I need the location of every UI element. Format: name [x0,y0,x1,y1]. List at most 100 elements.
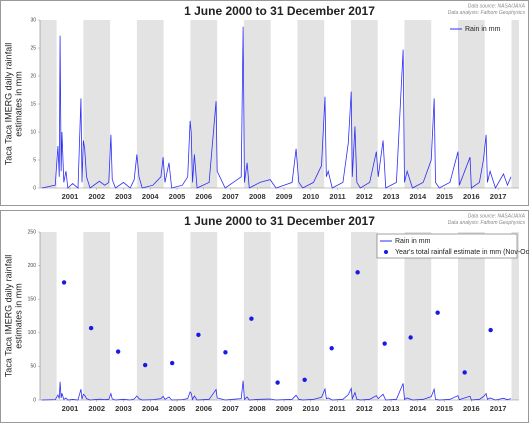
x-tick-label: 2017 [490,192,507,201]
x-tick-label: 2012 [356,404,373,413]
y-tick-label: 50 [30,364,36,370]
x-tick-label: 2012 [356,192,373,201]
x-tick-label: 2002 [88,192,105,201]
total-point [302,377,307,383]
chart-title: 1 June 2000 to 31 December 2017 [184,214,375,228]
year-band [350,20,378,188]
total-point [435,310,440,315]
year-band [457,232,485,400]
legend-label: Rain in mm [465,26,501,33]
year-band [40,232,57,400]
y-tick-label: 100 [28,330,37,336]
year-band [190,232,218,400]
x-tick-label: 2001 [62,404,79,413]
x-tick-label: 2015 [436,192,453,201]
year-band [136,232,164,400]
total-point [329,346,334,351]
legend-frame [376,233,518,259]
x-tick-label: 2015 [436,404,453,413]
y-tick-label: 0 [33,397,36,403]
total-point [142,362,148,368]
x-tick-label: 2016 [463,192,480,201]
rain-line [41,380,512,401]
y-axis-label: estimates in mm [13,283,23,349]
y-tick-label: 25 [30,45,36,51]
year-band [40,20,57,188]
analysis-note: Data analysis: Fathom Geophysics [448,220,526,226]
x-tick-label: 2011 [329,192,345,201]
x-tick-label: 2005 [169,404,186,413]
total-point [275,380,280,385]
y-tick-label: 0 [33,185,36,191]
total-point [223,350,228,355]
source-note: Data source: NASA/JAXA [468,213,526,219]
total-point [408,335,413,340]
x-tick-label: 2003 [115,404,132,413]
total-point [115,349,121,354]
x-tick-label: 2001 [62,192,79,201]
x-tick-label: 2010 [302,192,319,201]
x-tick-label: 2017 [490,404,507,413]
x-tick-label: 2006 [195,192,212,201]
x-tick-label: 2007 [222,404,239,413]
x-tick-label: 2014 [410,192,428,201]
year-band [297,232,325,400]
y-tick-label: 150 [28,297,37,303]
total-point [355,270,360,275]
year-band [457,20,485,188]
year-band [136,20,164,188]
year-band [297,20,325,188]
total-point [382,341,387,346]
year-band [404,20,432,188]
year-band [511,20,519,188]
x-tick-label: 2007 [222,192,239,201]
x-tick-label: 2002 [88,404,105,413]
y-axis-label: estimates in mm [13,71,23,137]
total-point [488,327,493,333]
x-tick-label: 2003 [115,192,132,201]
legend-label: Rain in mm [395,238,431,245]
y-tick-label: 10 [30,129,36,135]
analysis-note: Data analysis: Fathom Geophysics [448,10,526,16]
y-tick-label: 20 [30,73,36,79]
y-tick-label: 200 [28,263,37,269]
x-tick-label: 2013 [383,192,400,201]
y-tick-label: 30 [30,17,36,23]
year-band [350,232,378,400]
year-band [83,232,111,400]
total-point [61,280,67,285]
x-tick-label: 2008 [249,192,266,201]
x-tick-label: 2011 [329,404,345,413]
y-axis-label: Taca Taca IMERG daily rainfall [3,43,13,165]
chart-title: 1 June 2000 to 31 December 2017 [184,4,375,18]
year-band [243,20,271,188]
legend-label: Year's total rainfall estimate in mm (No… [395,249,529,256]
x-tick-label: 2016 [463,404,480,413]
y-tick-label: 250 [28,229,37,235]
x-tick-label: 2006 [195,404,212,413]
total-point [88,325,94,331]
total-point [169,360,175,366]
x-tick-label: 2013 [383,404,400,413]
year-band [190,20,218,188]
x-tick-label: 2014 [410,404,428,413]
x-tick-label: 2004 [142,404,160,413]
rain-line [41,26,512,189]
year-band [404,232,432,400]
y-axis-label: Taca Taca IMERG daily rainfall [3,255,13,377]
x-tick-label: 2009 [276,192,293,201]
year-band [511,232,519,400]
year-band [83,20,111,188]
y-tick-label: 15 [30,101,36,107]
legend-marker [384,250,388,254]
x-tick-label: 2008 [249,404,266,413]
source-note: Data source: NASA/JAXA [468,3,526,9]
total-point [462,370,467,375]
year-band [243,232,271,400]
x-tick-label: 2010 [302,404,319,413]
total-point [249,316,254,321]
x-tick-label: 2004 [142,192,160,201]
x-tick-label: 2005 [169,192,186,201]
y-tick-label: 5 [33,157,36,163]
